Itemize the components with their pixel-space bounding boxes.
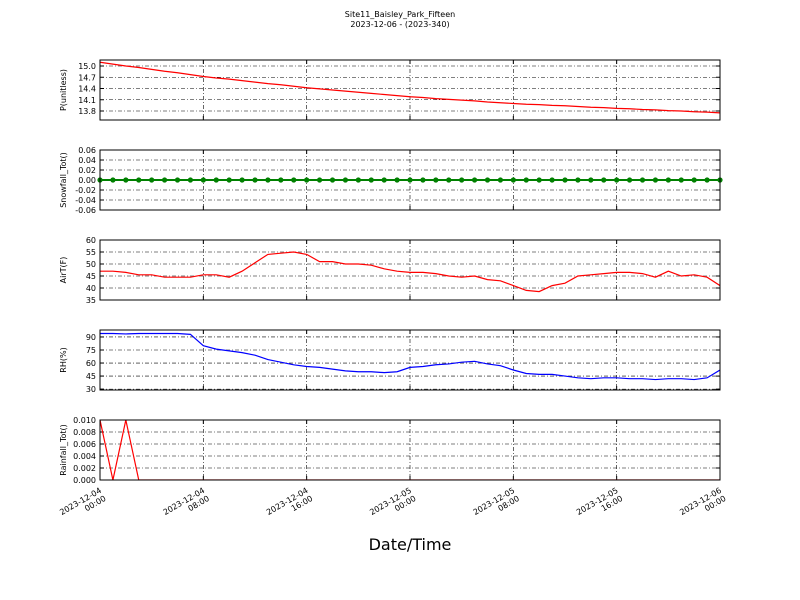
y-axis-label: AirT(F) xyxy=(59,257,68,284)
data-point xyxy=(459,177,465,183)
y-tick-label: 0.002 xyxy=(73,464,96,473)
data-point xyxy=(665,177,671,183)
y-axis-label: Snowfall_Tot() xyxy=(59,152,68,208)
data-point xyxy=(536,177,542,183)
y-tick-label: 60 xyxy=(86,236,96,245)
y-tick-label: 0.02 xyxy=(78,166,96,175)
data-point xyxy=(329,177,336,183)
data-point xyxy=(652,177,659,183)
y-tick-label: 30 xyxy=(86,385,96,394)
plot-frame xyxy=(99,59,721,121)
y-axis-label: P(unitless) xyxy=(59,69,68,111)
data-point xyxy=(265,177,271,183)
y-tick-label: 0.008 xyxy=(73,428,96,437)
y-tick-label: 45 xyxy=(86,372,96,381)
data-point xyxy=(161,177,168,183)
data-point xyxy=(575,177,581,183)
y-axis-label: Rainfall_Tot() xyxy=(59,424,68,476)
data-point xyxy=(174,177,181,183)
data-point xyxy=(471,177,478,183)
data-point xyxy=(562,177,568,183)
data-point xyxy=(381,177,387,183)
y-tick-label: 0.004 xyxy=(73,452,96,461)
data-point xyxy=(239,177,245,183)
data-line xyxy=(100,251,720,293)
data-point xyxy=(407,177,413,183)
y-tick-label: 0.000 xyxy=(73,476,96,485)
data-point xyxy=(368,177,374,183)
data-point xyxy=(213,177,219,183)
data-point xyxy=(678,177,684,183)
y-tick-label: 45 xyxy=(86,272,96,281)
data-point xyxy=(484,177,491,183)
data-point xyxy=(614,177,620,183)
data-point xyxy=(316,177,323,183)
y-tick-label: 15.0 xyxy=(78,62,96,71)
data-point xyxy=(601,177,607,183)
y-tick-label: 90 xyxy=(86,333,96,342)
data-line xyxy=(100,332,720,381)
y-tick-label: -0.06 xyxy=(75,206,96,215)
x-axis-label: Date/Time xyxy=(369,535,452,554)
data-point xyxy=(420,177,426,183)
data-point xyxy=(510,177,516,183)
data-point xyxy=(342,177,349,183)
y-tick-label: 55 xyxy=(86,248,96,257)
data-point xyxy=(549,177,555,183)
data-point xyxy=(691,177,697,183)
data-point xyxy=(394,177,400,183)
data-point xyxy=(149,177,155,183)
y-tick-label: 0.010 xyxy=(73,416,96,425)
y-tick-label: 0.00 xyxy=(78,176,96,185)
data-point xyxy=(304,177,310,183)
y-tick-label: 0.06 xyxy=(78,146,96,155)
data-point xyxy=(136,177,142,183)
data-point xyxy=(291,177,297,183)
data-point xyxy=(497,177,504,183)
plot-frame xyxy=(99,419,721,481)
data-point xyxy=(278,177,284,183)
y-axis-label: RH(%) xyxy=(59,347,68,372)
data-point xyxy=(187,177,194,183)
y-tick-label: 40 xyxy=(86,284,96,293)
data-point xyxy=(110,177,116,183)
y-tick-label: -0.04 xyxy=(75,196,96,205)
data-point xyxy=(626,177,633,183)
y-tick-label: 35 xyxy=(86,296,96,305)
y-tick-label: 14.1 xyxy=(78,96,96,105)
data-point xyxy=(639,177,646,183)
data-point xyxy=(226,177,232,183)
chart-subtitle: 2023-12-06 - (2023-340) xyxy=(350,20,449,29)
y-tick-label: 14.4 xyxy=(78,85,96,94)
data-line xyxy=(100,61,720,114)
y-tick-label: -0.02 xyxy=(75,186,96,195)
data-point xyxy=(433,177,439,183)
plot-frame xyxy=(99,329,721,391)
data-point xyxy=(252,177,258,183)
data-point xyxy=(704,177,710,183)
y-tick-label: 0.04 xyxy=(78,156,96,165)
data-point xyxy=(446,177,452,183)
y-tick-label: 60 xyxy=(86,359,96,368)
y-tick-label: 75 xyxy=(86,346,96,355)
y-tick-label: 14.7 xyxy=(78,73,96,82)
data-point xyxy=(588,177,594,183)
y-tick-label: 0.006 xyxy=(73,440,96,449)
y-tick-label: 13.8 xyxy=(78,107,96,116)
plot-frame xyxy=(99,239,721,301)
data-point xyxy=(200,177,206,183)
data-point xyxy=(355,177,361,183)
data-point xyxy=(123,177,129,183)
plot-frame xyxy=(99,149,721,211)
data-point xyxy=(523,177,529,183)
y-tick-label: 50 xyxy=(86,260,96,269)
chart-title: Site11_Baisley_Park_Fifteen xyxy=(345,10,455,19)
